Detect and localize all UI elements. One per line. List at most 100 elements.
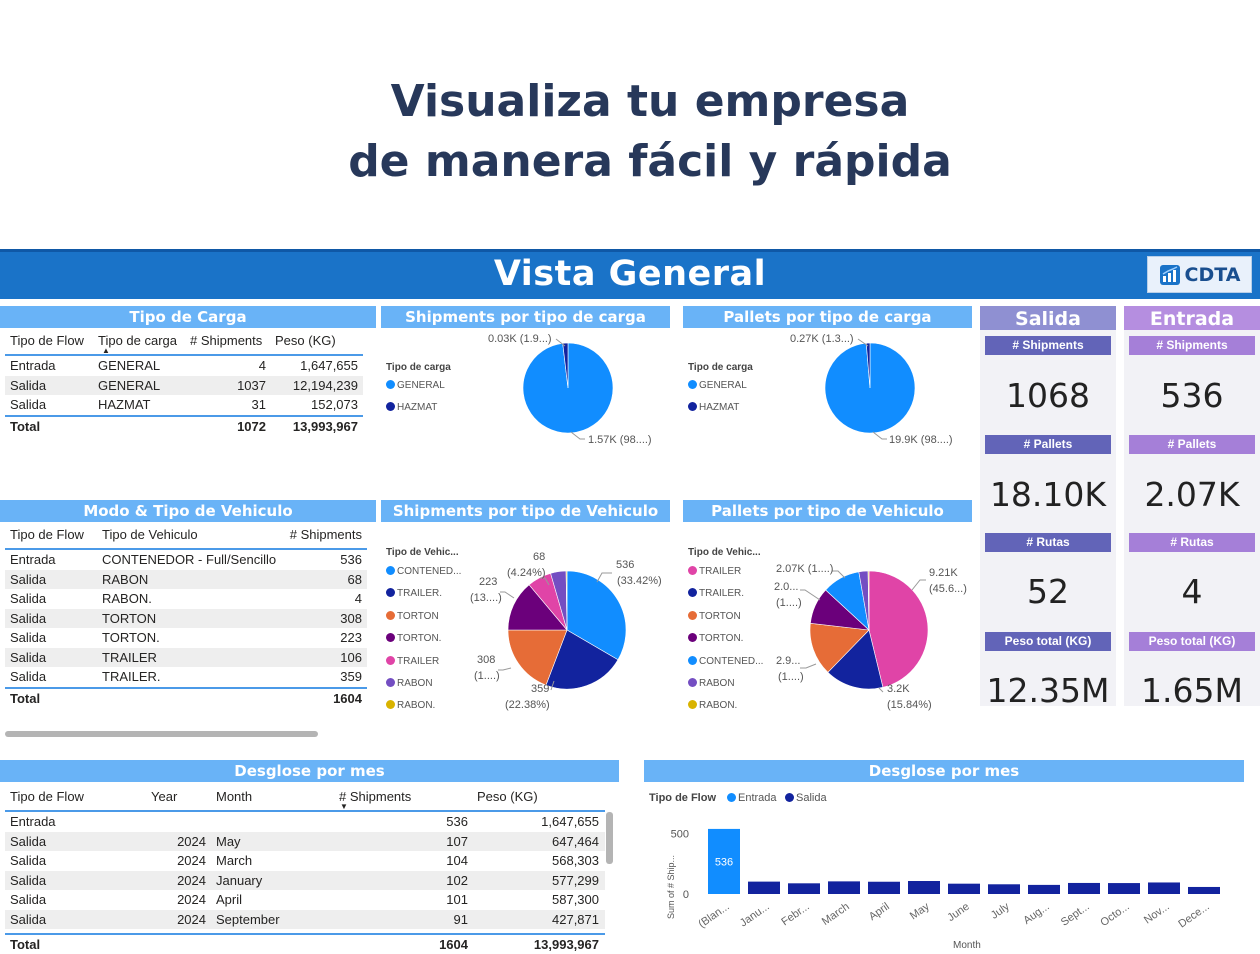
legend-label: HAZMAT bbox=[397, 402, 438, 413]
column-header[interactable]: Tipo de Flow bbox=[10, 527, 84, 542]
desglose-table[interactable]: Tipo de Flow Year Month # Shipments ▼ Pe… bbox=[5, 786, 605, 953]
pie-slice-rabon-[interactable] bbox=[565, 570, 568, 631]
bar-salida-6[interactable] bbox=[948, 883, 980, 894]
table-row[interactable]: Salida TORTON. 223 bbox=[5, 628, 367, 648]
legend-item[interactable]: HAZMAT bbox=[386, 402, 437, 413]
pie-slice-trailer-[interactable] bbox=[827, 629, 884, 690]
vertical-scrollbar[interactable] bbox=[606, 812, 613, 864]
horizontal-scrollbar[interactable] bbox=[5, 731, 318, 737]
table-row[interactable]: Entrada GENERAL 4 1,647,655 bbox=[5, 356, 363, 376]
table-row[interactable]: Salida 2024 September 91 427,871 bbox=[5, 909, 605, 929]
legend-item[interactable]: TRAILER. bbox=[386, 588, 442, 599]
bar-salida-9[interactable] bbox=[1068, 882, 1100, 894]
column-header[interactable]: Peso (KG) bbox=[275, 333, 336, 348]
kpi-label: # Pallets bbox=[1129, 435, 1255, 454]
table-row[interactable]: Salida TRAILER. 359 bbox=[5, 667, 367, 687]
x-tick-label: May bbox=[908, 900, 932, 922]
data-label: (22.38%) bbox=[505, 699, 550, 711]
legend-item[interactable]: GENERAL bbox=[688, 380, 747, 391]
column-header[interactable]: Year bbox=[151, 789, 178, 804]
legend-item[interactable]: CONTENED... bbox=[688, 656, 763, 667]
legend-item[interactable]: GENERAL bbox=[386, 380, 445, 391]
pie-slice-torton-[interactable] bbox=[507, 584, 568, 631]
pie-slices[interactable] bbox=[507, 570, 627, 690]
pie-slice-trailer-[interactable] bbox=[545, 629, 619, 690]
shipments-vehiculo-pie[interactable] bbox=[381, 524, 671, 714]
legend-item[interactable]: RABON bbox=[386, 678, 433, 689]
cell: 2024 bbox=[177, 853, 206, 868]
legend-item[interactable]: TRAILER bbox=[688, 566, 741, 577]
modo-vehiculo-table[interactable]: Tipo de Flow Tipo de Vehiculo # Shipment… bbox=[5, 524, 367, 706]
pie-slice-hazmat[interactable] bbox=[562, 342, 569, 389]
pie-slice-contened-[interactable] bbox=[566, 570, 627, 661]
legend-item[interactable]: TRAILER bbox=[386, 656, 439, 667]
legend-item[interactable]: TRAILER. bbox=[688, 588, 744, 599]
column-header[interactable]: # Shipments bbox=[289, 527, 362, 542]
table-row[interactable]: Entrada 536 1,647,655 bbox=[5, 812, 605, 832]
column-header[interactable]: Tipo de Flow bbox=[10, 789, 84, 804]
pie-slice-hazmat[interactable] bbox=[865, 342, 871, 389]
bar-salida-12[interactable] bbox=[1188, 886, 1220, 894]
bar-salida-8[interactable] bbox=[1028, 884, 1060, 894]
legend-item[interactable]: RABON bbox=[688, 678, 735, 689]
column-header[interactable]: Tipo de Flow bbox=[10, 333, 84, 348]
table-row[interactable]: Salida 2024 January 102 577,299 bbox=[5, 870, 605, 890]
column-header[interactable]: Peso (KG) bbox=[477, 789, 538, 804]
column-header[interactable]: # Shipments bbox=[190, 333, 263, 348]
kpi-label: # Rutas bbox=[1129, 533, 1255, 552]
legend-item[interactable]: RABON. bbox=[688, 700, 737, 711]
bar-salida-10[interactable] bbox=[1108, 883, 1140, 894]
table-row[interactable]: Salida TORTON 308 bbox=[5, 608, 367, 628]
pie-slice-torton[interactable] bbox=[809, 622, 870, 673]
legend-item[interactable]: RABON. bbox=[386, 700, 435, 711]
tipo-carga-table[interactable]: Tipo de Flow Tipo de carga ▲ # Shipments… bbox=[5, 330, 363, 434]
pie-slices[interactable] bbox=[809, 570, 929, 690]
pie-slices[interactable] bbox=[824, 342, 916, 434]
table-row[interactable]: Salida 2024 May 107 647,464 bbox=[5, 831, 605, 851]
legend-item[interactable]: CONTENED... bbox=[386, 566, 461, 577]
kpi-value: 1.65M bbox=[1141, 671, 1243, 710]
table-row[interactable]: Salida RABON. 4 bbox=[5, 589, 367, 609]
table-row[interactable]: Entrada CONTENEDOR - Full/Sencillo 536 bbox=[5, 550, 367, 570]
table-row[interactable]: Salida 2024 April 101 587,300 bbox=[5, 890, 605, 910]
bar-salida-3[interactable] bbox=[828, 881, 860, 894]
legend-item-salida[interactable]: Salida bbox=[785, 792, 827, 804]
bar-salida-5[interactable] bbox=[908, 881, 940, 894]
bar-entrada-0[interactable] bbox=[708, 828, 740, 894]
bar-salida-2[interactable] bbox=[788, 883, 820, 894]
column-header-sorted[interactable]: # Shipments bbox=[339, 789, 412, 804]
column-header[interactable]: Tipo de Vehiculo bbox=[102, 527, 198, 542]
legend-item-entrada[interactable]: Entrada bbox=[727, 792, 777, 804]
table-row[interactable]: Salida GENERAL 1037 12,194,239 bbox=[5, 375, 363, 395]
pie-slice-rabon-[interactable] bbox=[867, 570, 870, 631]
table-row[interactable]: Salida 2024 March 104 568,303 bbox=[5, 851, 605, 871]
pie-slice-trailer[interactable] bbox=[868, 570, 929, 688]
monthly-bar-chart[interactable]: 0 500 (Blan... Janu... Febr... March April May J… bbox=[644, 810, 1244, 954]
pie-slice-torton[interactable] bbox=[507, 629, 568, 686]
column-header-sorted[interactable]: Tipo de carga bbox=[98, 333, 178, 348]
pie-slice-general[interactable] bbox=[522, 342, 614, 434]
kpi-label: Peso total (KG) bbox=[1129, 632, 1255, 651]
table-row[interactable]: Salida TRAILER 106 bbox=[5, 647, 367, 667]
legend-item[interactable]: TORTON. bbox=[688, 633, 743, 644]
legend-item[interactable]: HAZMAT bbox=[688, 402, 739, 413]
bar-salida-1[interactable] bbox=[748, 881, 780, 894]
legend-dot-icon bbox=[688, 380, 697, 389]
bar-salida-11[interactable] bbox=[1148, 882, 1180, 894]
cell: April bbox=[216, 892, 243, 907]
pallets-carga-header: Pallets por tipo de carga bbox=[683, 306, 972, 328]
pie-slices[interactable] bbox=[522, 342, 614, 434]
cell: March bbox=[216, 853, 253, 868]
bar-salida-4[interactable] bbox=[868, 881, 900, 894]
cell: 1037 bbox=[237, 377, 266, 393]
legend-item[interactable]: TORTON. bbox=[386, 633, 441, 644]
shipments-carga-pie[interactable] bbox=[381, 330, 671, 455]
bar-salida-7[interactable] bbox=[988, 884, 1020, 894]
column-header[interactable]: Month bbox=[216, 789, 253, 804]
table-row[interactable]: Salida RABON 68 bbox=[5, 569, 367, 589]
pallets-vehiculo-pie[interactable] bbox=[683, 524, 973, 714]
pallets-carga-pie[interactable] bbox=[683, 330, 973, 455]
legend-item[interactable]: TORTON bbox=[386, 611, 439, 622]
table-row[interactable]: Salida HAZMAT 31 152,073 bbox=[5, 395, 363, 415]
legend-item[interactable]: TORTON bbox=[688, 611, 741, 622]
